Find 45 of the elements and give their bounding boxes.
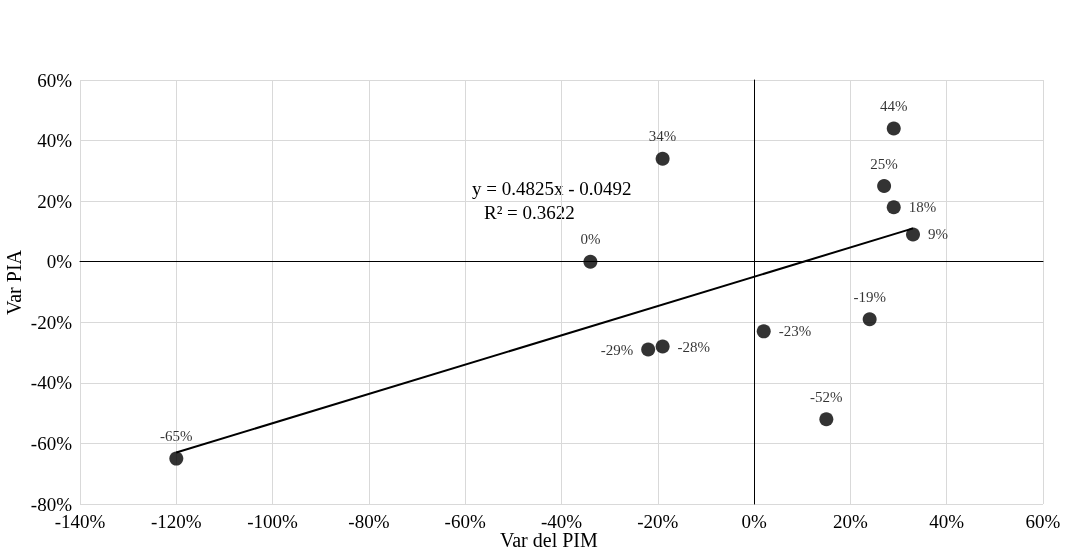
point: [906, 227, 920, 242]
data-label: 34%: [648, 128, 677, 145]
data-label: -65%: [160, 428, 193, 445]
point: [886, 200, 901, 215]
x-tick-label: 40%: [929, 511, 965, 532]
data-label: -52%: [810, 388, 843, 405]
x-tick-label: -120%: [150, 511, 202, 532]
y-tick-label: -40%: [30, 372, 73, 394]
x-tick-label: -60%: [444, 511, 486, 532]
point: [169, 451, 184, 466]
data-label: -19%: [853, 288, 886, 305]
data-label: -28%: [677, 338, 711, 355]
y-tick-label: -60%: [30, 432, 73, 454]
point: [655, 151, 670, 166]
data-label: 25%: [870, 155, 898, 172]
data-label: 0%: [580, 231, 601, 248]
x-tick-label: -100%: [247, 511, 299, 532]
point: [819, 412, 834, 427]
annotation: R² = 0.3622: [484, 202, 575, 223]
x-axis-title: Var del PIM: [500, 529, 598, 551]
point: [583, 254, 598, 269]
data-label: -29%: [600, 341, 634, 358]
point: [655, 339, 670, 354]
data-label: -23%: [778, 323, 812, 340]
x-tick-label: -40%: [540, 511, 583, 532]
y-tick-label: -20%: [30, 311, 73, 333]
x-tick-label: 20%: [832, 511, 868, 532]
point: [756, 324, 771, 339]
y-tick-label: 60%: [37, 69, 73, 91]
data-label: 18%: [908, 199, 937, 216]
y-axis-title: Var PIA: [3, 249, 25, 315]
point: [641, 342, 656, 357]
x-tick-label: 60%: [1025, 511, 1061, 532]
y-tick-label: 40%: [37, 130, 73, 152]
y-tick-label: 0%: [46, 251, 73, 273]
annotation: y = 0.4825x - 0.0492: [472, 178, 632, 199]
point: [886, 121, 901, 136]
point: [862, 312, 877, 327]
data-label: 44%: [879, 97, 908, 114]
point: [877, 179, 892, 193]
x-tick-label: 0%: [741, 511, 767, 532]
data-label: 9%: [927, 226, 948, 243]
x-tick-label: -80%: [348, 511, 390, 532]
y-tick-label: 20%: [37, 190, 73, 212]
x-tick-label: -20%: [637, 511, 679, 532]
